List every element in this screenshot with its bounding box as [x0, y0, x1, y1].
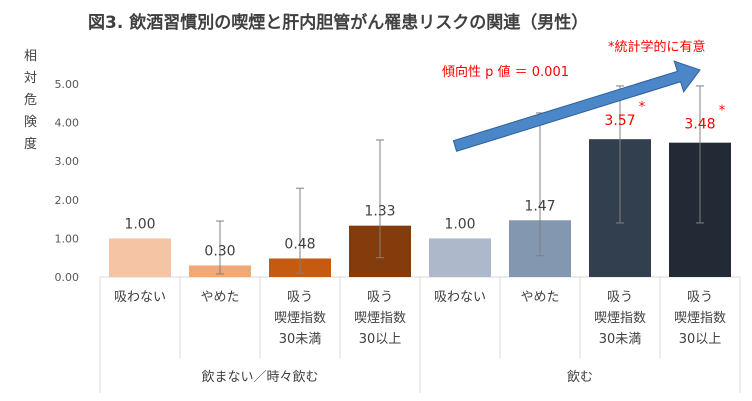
trend-arrow-shape — [452, 60, 701, 152]
category-label-line: 30未満 — [599, 332, 642, 347]
y-axis-ticks: 0.00 1.00 2.00 3.00 4.00 5.00 — [55, 78, 80, 284]
y-axis-label-char: 度 — [24, 136, 37, 152]
bar — [109, 238, 171, 277]
category-label: 吸う喫煙指数 30未満 — [274, 290, 326, 347]
y-axis-label-char: 危 — [24, 93, 37, 108]
y-axis-label-char: 対 — [24, 71, 37, 86]
category-label-line: 30以上 — [359, 332, 402, 347]
data-label: 0.48 — [284, 236, 315, 252]
category-label: やめた — [520, 290, 559, 305]
data-label: 3.48 — [684, 117, 715, 133]
data-label: 3.57 — [604, 113, 635, 129]
y-tick-label: 1.00 — [55, 232, 80, 245]
data-label: 1.00 — [444, 216, 475, 232]
category-labels: 吸わない やめた 吸う喫煙指数 30未満 吸う喫煙指数 30以上 吸わない やめた 吸う喫煙指数… — [114, 290, 726, 347]
category-label-line: 吸わない — [114, 290, 166, 305]
category-label-line: 吸う — [367, 290, 393, 305]
data-label: 0.30 — [204, 243, 235, 259]
axes — [99, 276, 741, 393]
category-label: やめた — [200, 290, 239, 305]
category-label-line: やめた — [520, 290, 559, 305]
category-label-line: 喫煙指数 — [674, 311, 726, 326]
significance-note: *統計学的に有意 — [608, 39, 706, 55]
y-tick-label: 5.00 — [55, 78, 80, 91]
trend-p-value: 傾向性 p 値 ＝ 0.001 — [442, 64, 569, 80]
significance-mark: * — [639, 100, 646, 115]
category-label-line: やめた — [200, 290, 239, 305]
category-label: 吸う喫煙指数 30以上 — [354, 290, 406, 347]
category-label: 吸う喫煙指数 30以上 — [674, 290, 726, 347]
category-label: 吸わない — [434, 290, 486, 305]
bar — [429, 238, 491, 277]
chart-title: 図3. 飲酒習慣別の喫煙と肝内胆管がん罹患リスクの関連（男性） — [88, 12, 588, 33]
group-label: 飲む — [567, 369, 593, 385]
y-axis-label: 相対危険度 — [24, 49, 37, 152]
data-labels: 1.00 0.30 0.48 1.33 1.00 1.47 3.57 * 3.48 * — [124, 100, 725, 259]
category-label-line: 喫煙指数 — [354, 311, 406, 326]
data-label: 1.00 — [124, 216, 155, 232]
category-label: 吸う喫煙指数 30未満 — [594, 290, 646, 347]
group-labels: 飲まない／時々飲む 飲む — [201, 369, 593, 385]
y-tick-label: 0.00 — [55, 271, 80, 284]
category-label-line: 吸う — [287, 290, 313, 305]
data-label: 1.47 — [524, 198, 555, 214]
trend-arrow — [452, 60, 701, 152]
category-label-line: 喫煙指数 — [594, 311, 646, 326]
category-label-line: 吸う — [607, 290, 633, 305]
category-label-line: 30以上 — [679, 332, 722, 347]
y-axis-label-char: 相 — [24, 49, 37, 64]
y-tick-label: 4.00 — [55, 117, 80, 130]
bars — [109, 139, 731, 277]
group-label: 飲まない／時々飲む — [201, 369, 318, 385]
category-label-line: 30未満 — [279, 332, 322, 347]
y-tick-label: 2.00 — [55, 194, 80, 207]
category-label: 吸わない — [114, 290, 166, 305]
category-label-line: 吸う — [687, 290, 713, 305]
category-label-line: 吸わない — [434, 290, 486, 305]
category-label-line: 喫煙指数 — [274, 311, 326, 326]
error-bars — [216, 85, 704, 275]
y-tick-label: 3.00 — [55, 155, 80, 168]
significance-mark: * — [719, 104, 726, 119]
data-label: 1.33 — [364, 204, 395, 220]
y-axis-label-char: 険 — [24, 115, 37, 130]
